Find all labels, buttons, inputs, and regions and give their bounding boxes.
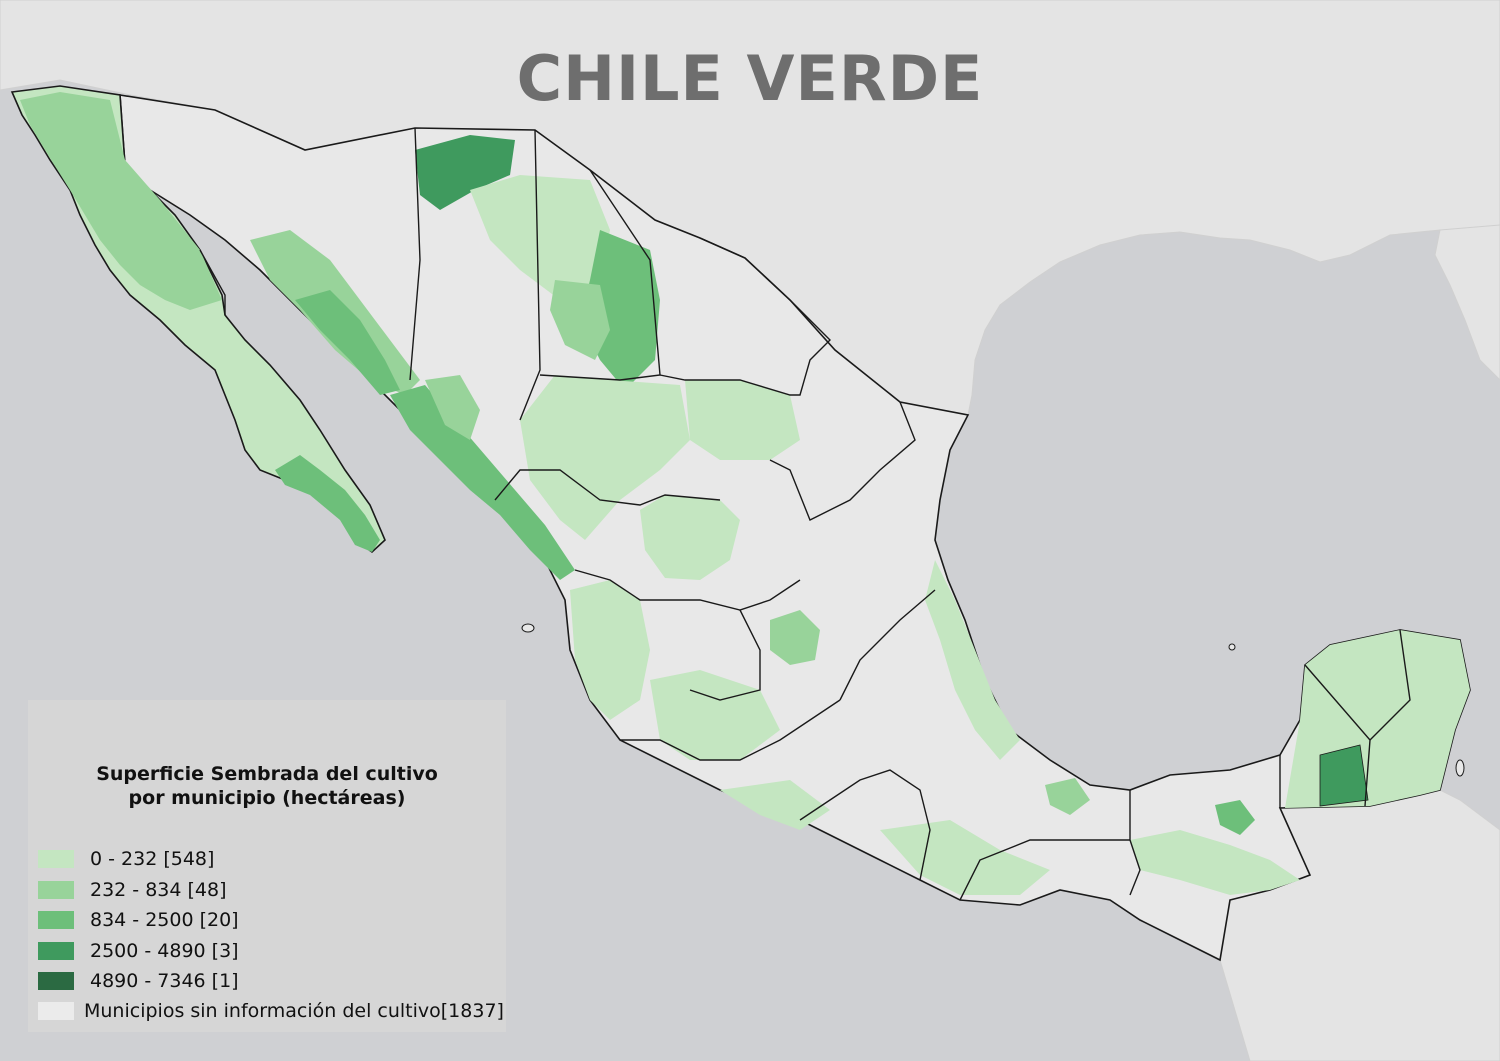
legend-label: 2500 - 4890 [3] <box>90 940 239 962</box>
state-border <box>839 589 936 701</box>
region-coahuila-west <box>550 280 610 360</box>
island <box>1228 643 1236 651</box>
region-san-luis <box>685 380 800 460</box>
legend-title-line: Superficie Sembrada del cultivo <box>96 763 438 785</box>
legend-label: 232 - 834 [48] <box>90 879 227 901</box>
state-border <box>1369 629 1411 741</box>
state-border <box>769 401 916 521</box>
region-veracruz <box>925 560 1020 760</box>
region-campeche-dark <box>1319 744 1369 807</box>
legend-swatch <box>38 972 74 990</box>
legend-swatch <box>38 850 74 868</box>
region-baja-mid <box>20 92 222 310</box>
island <box>521 623 535 633</box>
region-sinaloa-inland <box>425 375 480 440</box>
legend-swatch <box>38 911 74 929</box>
region-sonora-coast <box>295 290 400 395</box>
region-bajio <box>770 610 820 665</box>
state-borders <box>199 127 1411 901</box>
state-border <box>799 769 931 881</box>
state-border <box>574 569 801 611</box>
region-durango <box>520 375 690 540</box>
state-border <box>659 237 831 396</box>
legend-label: 834 - 2500 [20] <box>90 909 239 931</box>
region-oaxaca <box>880 820 1050 895</box>
region-baja-south <box>275 455 380 552</box>
region-zacatecas <box>640 495 740 580</box>
legend-label: 0 - 232 [548] <box>90 848 215 870</box>
region-jalisco <box>570 580 650 720</box>
legend-swatch <box>38 942 74 960</box>
florida-landmass <box>1434 224 1500 381</box>
region-sinaloa <box>390 385 575 580</box>
legend-panel: Superficie Sembrada del cultivo por muni… <box>28 700 506 1032</box>
state-border <box>199 249 226 315</box>
state-border <box>689 609 761 701</box>
legend-title: Superficie Sembrada del cultivo por muni… <box>28 762 506 810</box>
region-veracruz-mid <box>1045 778 1090 815</box>
region-chihuahua-north <box>415 135 515 210</box>
region-tabasco <box>1215 800 1255 835</box>
state-border <box>409 127 421 381</box>
state-border <box>494 469 721 506</box>
map-title: CHILE VERDE <box>516 42 984 115</box>
legend-swatch <box>38 881 74 899</box>
state-border <box>620 699 841 761</box>
legend-label: Municipios sin información del cultivo[1… <box>84 1000 504 1022</box>
legend-swatch <box>38 1002 74 1020</box>
island <box>1455 759 1465 777</box>
state-border <box>519 129 541 421</box>
state-border <box>1129 790 1141 896</box>
region-chiapas <box>1130 830 1300 895</box>
region-chihuahua-east <box>470 175 610 300</box>
legend-title-line: por municipio (hectáreas) <box>128 787 406 809</box>
legend-label: 4890 - 7346 [1] <box>90 970 239 992</box>
state-border <box>959 839 1130 901</box>
